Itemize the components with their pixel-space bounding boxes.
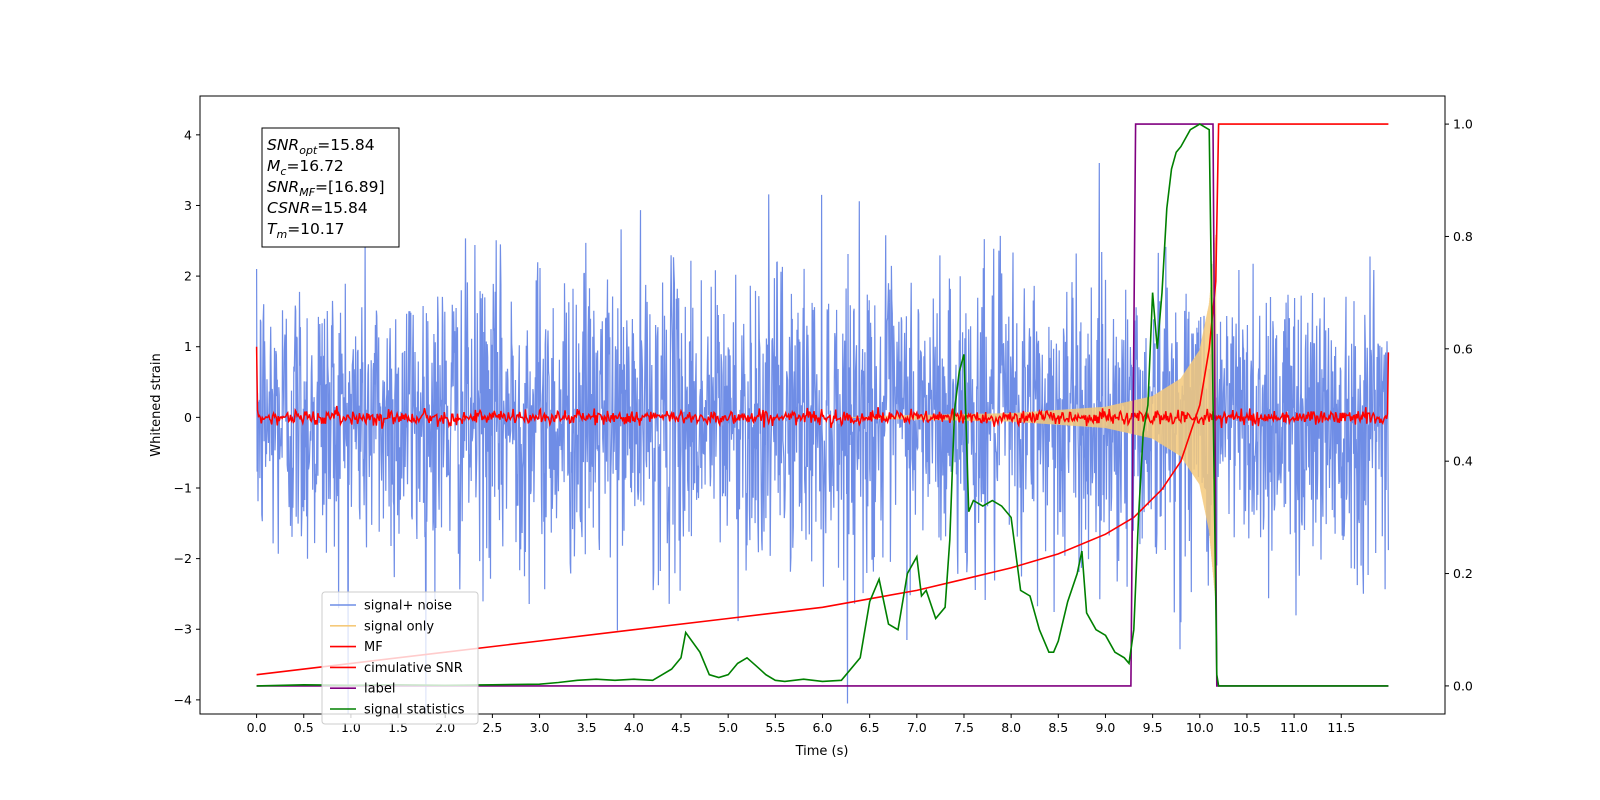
y-tick-label: 2 (184, 269, 192, 284)
y-axis-title: Whitened strain (149, 353, 164, 456)
y-axis-left: 4 3 2 1 0 −1 −2 −3 −4 (174, 127, 200, 707)
x-tick-label: 9.0 (1096, 720, 1116, 735)
y2-tick-label: 0.6 (1453, 341, 1473, 356)
legend: signal+ noise signal only MF cimulative SNR… (321, 591, 479, 725)
annotation-line: SNRMF=[16.89] (267, 178, 385, 199)
x-tick-label: 5.0 (718, 720, 738, 735)
y-tick-label: 1 (184, 339, 192, 354)
x-tick-label: 7.5 (954, 720, 974, 735)
x-tick-label: 8.5 (1048, 720, 1068, 735)
x-tick-label: 10.5 (1233, 720, 1261, 735)
x-tick-label: 6.0 (813, 720, 833, 735)
y-tick-label: −3 (174, 622, 192, 637)
x-tick-label: 0.0 (247, 720, 267, 735)
plot-area (255, 123, 1390, 714)
x-tick-label: 3.5 (577, 720, 597, 735)
y2-tick-label: 0.2 (1453, 566, 1473, 581)
x-axis-title: Time (s) (795, 744, 849, 759)
y2-tick-label: 1.0 (1453, 117, 1473, 132)
series-signal-statistics (256, 123, 1389, 687)
legend-label: signal+ noise (364, 599, 452, 614)
x-tick-label: 8.0 (1001, 720, 1021, 735)
y2-tick-label: 0.8 (1453, 229, 1473, 244)
stats-annotation-box: SNRopt=15.84Mc=16.72SNRMF=[16.89]CSNR=15… (261, 127, 400, 248)
series-mf (255, 346, 1390, 429)
legend-label: label (364, 682, 395, 697)
x-tick-label: 5.5 (765, 720, 785, 735)
x-tick-label: 10.0 (1186, 720, 1214, 735)
y-tick-label: 0 (184, 410, 192, 425)
y-tick-label: 3 (184, 198, 192, 213)
legend-label: cimulative SNR (364, 661, 463, 676)
x-tick-label: 2.5 (482, 720, 502, 735)
legend-label: signal statistics (364, 703, 465, 718)
y-tick-label: 4 (184, 127, 192, 142)
annotation-line: Mc=16.72 (267, 157, 344, 178)
y-tick-label: −1 (174, 480, 192, 495)
x-tick-label: 3.0 (530, 720, 550, 735)
y2-tick-label: 0.4 (1453, 454, 1473, 469)
legend-label: MF (364, 640, 383, 655)
x-tick-label: 11.0 (1280, 720, 1308, 735)
legend-frame (321, 591, 479, 725)
x-tick-label: 7.0 (907, 720, 927, 735)
annotation-line: CSNR=15.84 (267, 199, 368, 217)
annotation-line: SNRopt=15.84 (267, 136, 375, 157)
x-tick-label: 0.5 (294, 720, 314, 735)
annotation-frame (261, 127, 400, 248)
x-tick-label: 9.5 (1143, 720, 1163, 735)
series-cumulative-snr (256, 123, 1389, 676)
y2-tick-label: 0.0 (1453, 678, 1473, 693)
x-tick-label: 4.0 (624, 720, 644, 735)
legend-label: signal only (364, 619, 434, 634)
x-tick-label: 4.5 (671, 720, 691, 735)
annotation-line: Tm=10.17 (267, 220, 345, 241)
y-axis-right: 1.0 0.8 0.6 0.4 0.2 0.0 (1445, 117, 1473, 693)
y-tick-label: −2 (174, 551, 192, 566)
x-tick-label: 6.5 (860, 720, 880, 735)
x-tick-label: 11.5 (1327, 720, 1355, 735)
y-tick-label: −4 (174, 692, 192, 707)
